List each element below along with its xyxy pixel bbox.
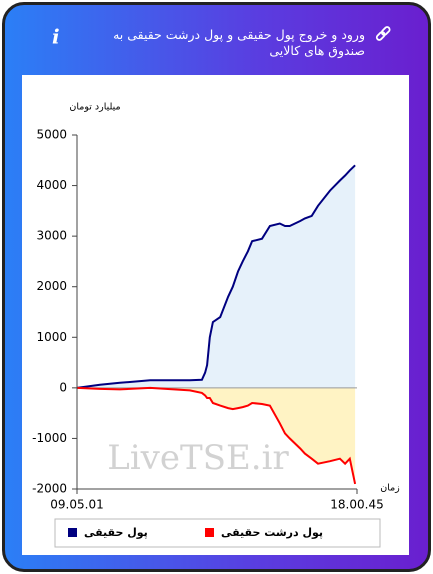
- legend-swatch: [205, 528, 214, 537]
- link-icon[interactable]: [375, 26, 391, 41]
- x-tick-label: 09.05.01: [50, 498, 103, 512]
- y-tick-label: 2000: [36, 279, 67, 293]
- watermark: LiveTSE.ir: [107, 438, 289, 478]
- legend-label: پول درشت حقیقی: [221, 526, 323, 539]
- x-axis-label: زمان: [380, 483, 400, 494]
- y-tick-label: 0: [59, 380, 67, 394]
- series-line: [76, 164, 356, 389]
- area-fill: [77, 387, 356, 484]
- area-fill: [77, 165, 356, 388]
- y-axis-label: میلیارد تومان: [69, 102, 120, 113]
- y-tick-label: 1000: [36, 330, 67, 344]
- header-title: ورود و خروج پول حقیقی و پول درشت حقیقی ب…: [113, 27, 365, 58]
- x-tick-label: 18.00.45: [330, 498, 383, 512]
- y-tick-label: 3000: [36, 229, 67, 243]
- legend-swatch: [68, 528, 77, 537]
- series-line: [76, 386, 357, 485]
- y-tick-label: -1000: [32, 431, 67, 445]
- legend-label: پول حقیقی: [84, 526, 148, 539]
- info-icon[interactable]: i: [52, 25, 60, 49]
- y-tick-label: 4000: [36, 178, 67, 192]
- legend-box: [54, 518, 381, 548]
- y-tick-label: -2000: [32, 482, 67, 496]
- y-tick-label: 5000: [36, 128, 67, 142]
